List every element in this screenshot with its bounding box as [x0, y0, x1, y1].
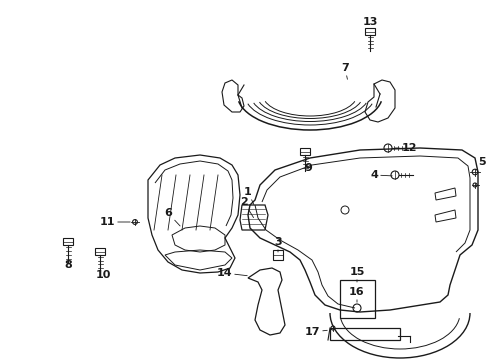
Text: 13: 13 [362, 17, 377, 27]
Text: 9: 9 [304, 158, 311, 173]
Text: 14: 14 [216, 268, 247, 278]
Text: 8: 8 [64, 260, 72, 270]
Text: 11: 11 [99, 217, 130, 227]
Text: 7: 7 [341, 63, 348, 79]
Text: 1: 1 [244, 187, 253, 204]
Text: 4: 4 [369, 170, 391, 180]
Text: 15: 15 [348, 267, 364, 282]
Text: 10: 10 [95, 270, 110, 280]
Text: 2: 2 [240, 197, 253, 218]
Text: 17: 17 [304, 327, 326, 337]
Text: 3: 3 [274, 237, 281, 252]
Text: 6: 6 [164, 208, 180, 226]
Text: 12: 12 [394, 143, 417, 153]
Text: 16: 16 [348, 287, 364, 302]
Text: 5: 5 [477, 157, 485, 167]
